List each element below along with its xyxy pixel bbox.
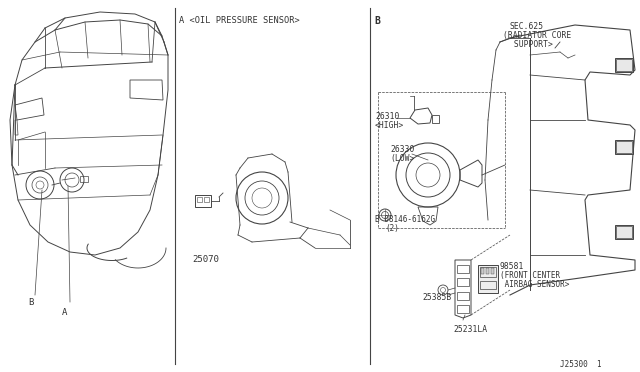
Bar — [616, 59, 632, 71]
Text: AIRBAG SENSOR>: AIRBAG SENSOR> — [500, 280, 570, 289]
Bar — [195, 195, 211, 207]
Bar — [457, 292, 469, 300]
Text: B 08146-6162G: B 08146-6162G — [375, 215, 435, 224]
Bar — [615, 140, 633, 154]
Bar — [478, 265, 498, 293]
Text: 26330: 26330 — [390, 145, 414, 154]
Text: A <OIL PRESSURE SENSOR>: A <OIL PRESSURE SENSOR> — [179, 16, 300, 25]
Bar — [616, 226, 632, 238]
Bar — [480, 281, 496, 289]
Bar — [486, 268, 489, 274]
Text: SUPPORT>: SUPPORT> — [509, 40, 553, 49]
Bar — [204, 197, 209, 202]
Text: (2): (2) — [385, 224, 399, 233]
Text: B: B — [28, 298, 33, 307]
Text: 98581: 98581 — [500, 262, 524, 271]
Text: 26310: 26310 — [375, 112, 399, 121]
Text: 25231LA: 25231LA — [453, 325, 487, 334]
Bar — [481, 268, 484, 274]
Bar — [457, 278, 469, 286]
Text: SEC.625: SEC.625 — [510, 22, 544, 31]
Bar — [491, 268, 494, 274]
Bar — [616, 141, 632, 153]
Bar — [457, 265, 469, 273]
Bar — [80, 176, 88, 182]
Bar — [480, 267, 496, 277]
Bar — [457, 305, 469, 313]
Text: 25385B: 25385B — [422, 293, 451, 302]
Bar — [615, 225, 633, 239]
Text: J25300  1: J25300 1 — [560, 360, 602, 369]
Text: A: A — [62, 308, 67, 317]
Bar — [615, 58, 633, 72]
Text: (FRONT CENTER: (FRONT CENTER — [500, 271, 560, 280]
Text: 25070: 25070 — [192, 255, 219, 264]
Text: <HIGH>: <HIGH> — [375, 121, 404, 130]
Bar — [197, 197, 202, 202]
Text: (LOW>: (LOW> — [390, 154, 414, 163]
Text: (RADIATOR CORE: (RADIATOR CORE — [503, 31, 572, 40]
Text: B: B — [374, 16, 380, 26]
Bar — [432, 115, 439, 123]
